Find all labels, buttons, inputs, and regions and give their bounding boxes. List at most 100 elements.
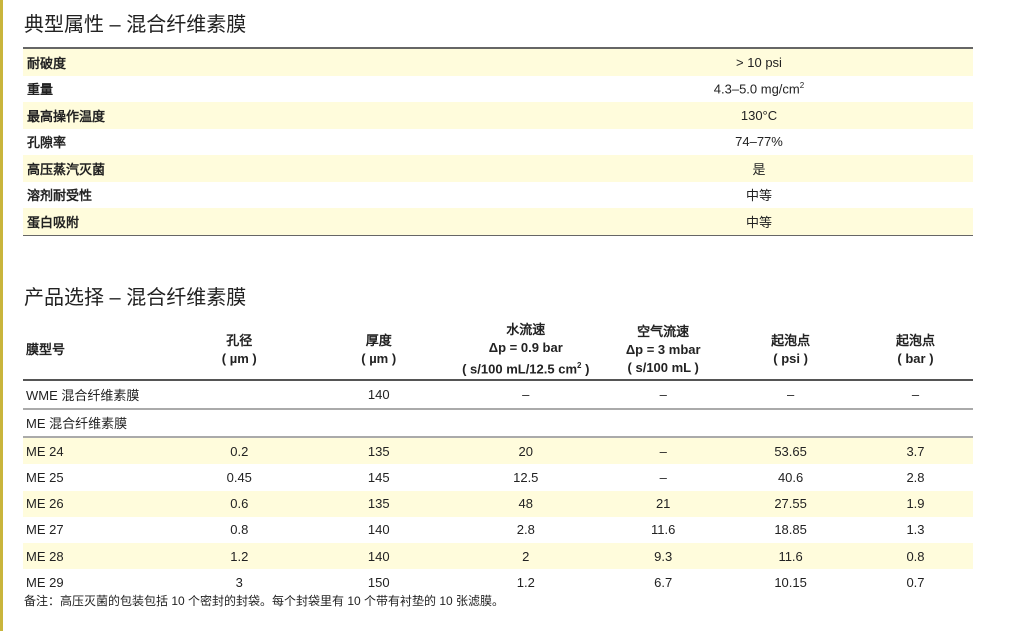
- header-line: 水流速: [449, 321, 602, 339]
- value-cell: [169, 380, 310, 410]
- property-label: 蛋白吸附: [27, 214, 80, 230]
- model-cell: ME 25: [26, 469, 64, 485]
- value-cell: 150: [367, 575, 390, 591]
- product-row: ME 26 0.6 135 48 21 27.55 1.9: [23, 490, 973, 517]
- header-line: Δp = 0.9 bar: [449, 339, 602, 357]
- properties-table: 耐破度 > 10 psi 重量 4.3–5.0 mg/cm2 最高操作温度 130°C 孔隙…: [23, 47, 973, 236]
- value-cell: [309, 408, 449, 438]
- header-text: 起泡点: [771, 332, 811, 348]
- model-cell: WME 混合纤维素膜: [23, 380, 170, 410]
- property-label: 高压蒸汽灭菌: [27, 161, 106, 177]
- value-cell: [448, 408, 604, 438]
- property-label: 重量: [27, 82, 54, 98]
- value-cell: 2: [522, 548, 530, 564]
- value-cell: 18.85: [774, 522, 807, 538]
- property-value: 74–77%: [449, 129, 973, 156]
- header-line: 空气流速: [604, 323, 722, 341]
- header-text: ): [581, 361, 590, 377]
- product-row: WME 混合纤维素膜 140– – – –: [23, 380, 973, 410]
- value-cell: 0.8: [906, 548, 925, 564]
- header-text: ( s/100 mL ): [627, 359, 699, 375]
- header-text: ( psi ): [773, 350, 808, 366]
- model-cell: ME 26: [26, 496, 64, 512]
- value-cell: [857, 408, 973, 438]
- product-row: ME 27 0.8 140 2.8 11.6 18.85 1.3: [23, 517, 973, 543]
- property-value: 是: [449, 155, 973, 182]
- value-text: > 10 psi: [736, 54, 782, 70]
- value-text: 130°C: [740, 107, 778, 123]
- value-cell: 27.55: [774, 496, 807, 512]
- property-row: 孔隙率 74–77%: [23, 129, 973, 156]
- value-cell: –: [723, 380, 858, 410]
- header-line: ( µm ): [310, 350, 447, 368]
- header-line: ( bar ): [859, 350, 972, 368]
- column-header: 孔径 ( µm ): [169, 320, 310, 382]
- product-row: ME 28 1.2 140 2 9.3 11.6 0.8: [23, 543, 973, 570]
- header-text: ( µm ): [221, 350, 257, 366]
- column-header: 起泡点 ( psi ): [723, 320, 858, 382]
- header-line: ( s/100 mL/12.5 cm2 ): [449, 357, 602, 378]
- value-cell: 1.2: [230, 548, 249, 564]
- header-line: 厚度: [310, 332, 447, 350]
- value-cell: 11.6: [651, 522, 676, 538]
- superscript: 2: [799, 81, 805, 91]
- property-value: 中等: [449, 182, 973, 209]
- value-cell: 48: [518, 496, 533, 512]
- value-text: 中等: [745, 214, 772, 230]
- property-value: > 10 psi: [449, 48, 973, 76]
- value-cell: 9.3: [654, 548, 673, 564]
- value-cell: 145: [367, 469, 390, 485]
- value-cell: 2.8: [906, 469, 925, 485]
- value-cell: 140: [309, 380, 449, 410]
- value-cell: 21: [655, 496, 671, 512]
- header-line: ( s/100 mL ): [604, 359, 722, 377]
- property-value: 4.3–5.0 mg/cm2: [449, 76, 973, 103]
- header-text: ( µm ): [361, 350, 397, 366]
- property-label: 溶剂耐受性: [27, 188, 93, 204]
- value-cell: 0.6: [230, 496, 249, 512]
- property-label: 最高操作温度: [27, 108, 106, 124]
- value-cell: 40.6: [777, 469, 804, 485]
- model-cell: ME 29: [26, 575, 64, 591]
- value-cell: 3: [235, 575, 243, 591]
- value-cell: 135: [367, 496, 390, 512]
- value-cell: –: [659, 443, 667, 459]
- properties-title: 典型属性 – 混合纤维素膜: [24, 14, 247, 36]
- value-cell: 1.9: [906, 496, 925, 512]
- header-text: Δp = 3 mbar: [625, 341, 701, 357]
- value-cell: 1.2: [516, 575, 535, 591]
- value-text: 是: [752, 161, 766, 177]
- model-cell: ME 24: [26, 443, 64, 459]
- value-text: 4.3–5.0 mg/cm: [713, 81, 800, 97]
- header-line: 起泡点: [724, 332, 857, 350]
- value-cell: 11.6: [778, 548, 803, 564]
- value-cell: 20: [518, 443, 533, 459]
- header-text: ( s/100 mL/12.5 cm: [462, 361, 578, 377]
- accent-bar: [0, 0, 3, 631]
- column-header: 膜型号: [23, 320, 170, 382]
- property-label: 孔隙率: [27, 135, 67, 151]
- value-cell: 140: [367, 548, 390, 564]
- value-cell: 2.8: [516, 522, 535, 538]
- model-cell: ME 混合纤维素膜: [23, 408, 170, 438]
- property-row: 高压蒸汽灭菌 是: [23, 155, 973, 182]
- property-row: 溶剂耐受性 中等: [23, 182, 973, 209]
- selection-table: 膜型号 孔径 ( µm ) 厚度 ( µm ) 水流速 Δp = 0.9 bar ( s/10…: [23, 320, 973, 596]
- value-cell: 12.5: [513, 469, 539, 485]
- value-cell: 3.7: [906, 443, 925, 459]
- property-row: 蛋白吸附 中等: [23, 208, 973, 235]
- column-header: 起泡点 ( bar ): [857, 320, 973, 382]
- property-value: 中等: [449, 208, 973, 235]
- product-row: ME 25 0.45 145 12.5 – 40.6 2.8: [23, 464, 973, 490]
- property-label: 耐破度: [27, 55, 67, 71]
- value-cell: 53.65: [774, 443, 807, 459]
- model-cell: ME 28: [26, 548, 64, 564]
- selection-title: 产品选择 – 混合纤维素膜: [24, 287, 247, 309]
- value-cell: 0.45: [226, 469, 252, 485]
- header-text: ( bar ): [897, 350, 934, 366]
- header-line: 膜型号: [26, 341, 169, 359]
- value-cell: –: [857, 380, 973, 410]
- value-cell: [603, 408, 724, 438]
- header-line: 孔径: [171, 332, 308, 350]
- header-line: ( psi ): [724, 350, 857, 368]
